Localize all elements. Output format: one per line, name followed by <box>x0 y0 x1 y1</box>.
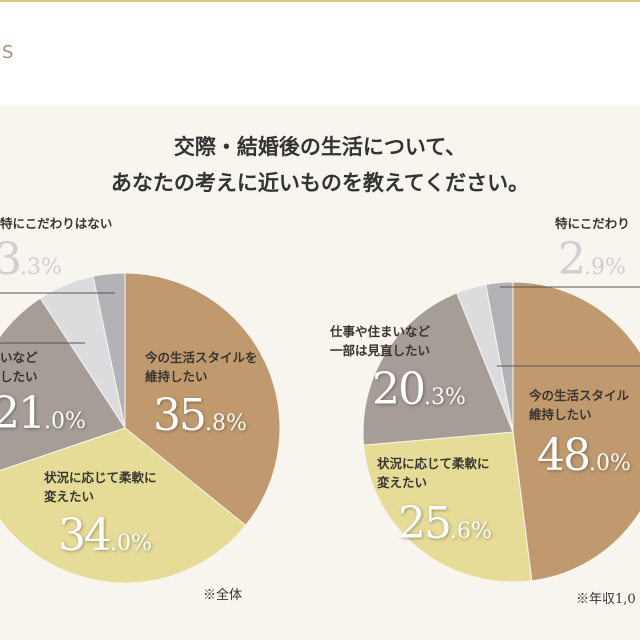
left-label-no-preference: 特にこだわりはない <box>0 216 113 231</box>
right-label-review: 仕事や住まいなど 一部は見直したい <box>330 324 431 358</box>
pie-0-slice-2 <box>0 297 126 471</box>
pie-0-slice-4 <box>92 272 126 429</box>
left-label-flexible: 状況に応じて柔軟に 変えたい <box>44 470 157 504</box>
right-label-maintain: 今の生活スタイル 維持したい <box>529 388 630 422</box>
left-pct-review: 21.0% <box>0 388 86 439</box>
chart-title-line-1: 交際・結婚後の生活について、 <box>173 134 467 159</box>
right-label-no-preference: 特にこだわり <box>555 216 630 231</box>
logo-fragment: S <box>2 42 14 63</box>
pie-1-slice-2 <box>362 292 514 446</box>
right-label-flexible: 状況に応じて柔軟に 変えたい <box>377 456 490 490</box>
right-pct-flexible: 25.6% <box>398 498 492 549</box>
chart-title-line-2: あなたの考えに近いものを教えてください。 <box>110 170 530 195</box>
pie-1-slice-0 <box>512 281 640 582</box>
pie-1-slice-4 <box>485 281 514 433</box>
left-label-maintain: 今の生活スタイルを 維持したい <box>145 350 258 384</box>
right-pct-maintain: 48.0% <box>537 430 631 481</box>
pie-0-slice-0 <box>124 272 281 526</box>
left-note: ※全体 <box>203 588 243 603</box>
left-pct-flexible: 34.0% <box>58 510 152 561</box>
left-pct-no-preference: 3.3% <box>0 234 62 285</box>
left-label-review: いなど したい <box>0 350 38 384</box>
pie-1-slice-1 <box>363 431 533 583</box>
pie-0-slice-1 <box>0 427 247 584</box>
right-pct-review: 20.3% <box>372 364 466 415</box>
right-pct-no-preference: 2.9% <box>558 234 626 285</box>
header-band: S <box>0 0 640 105</box>
left-pct-maintain: 35.8% <box>153 390 247 441</box>
right-note: ※年収1,0 <box>576 592 636 607</box>
